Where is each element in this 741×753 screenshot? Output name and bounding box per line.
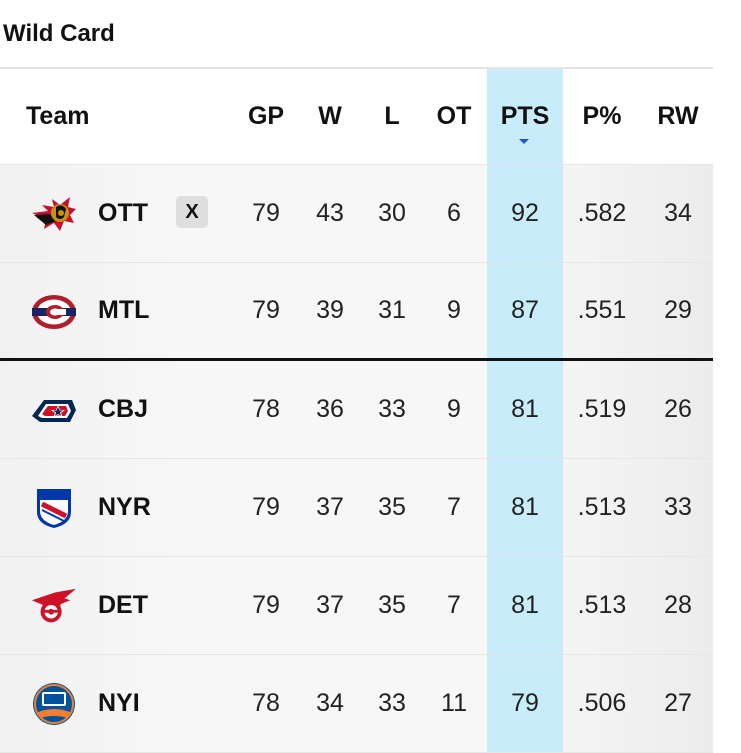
team-abbr[interactable]: NYR — [98, 493, 151, 521]
clinch-badge: X — [176, 196, 208, 228]
pct-value: .551 — [577, 296, 627, 324]
team-abbr[interactable]: OTT — [98, 199, 148, 227]
pts-value: 81 — [511, 493, 539, 521]
rangers-logo-icon — [30, 485, 78, 531]
l-value: 31 — [378, 296, 406, 324]
rw-value: 28 — [664, 591, 692, 619]
ot-value: 7 — [447, 591, 461, 619]
pts-column-highlight — [487, 459, 563, 556]
pts-column-highlight — [487, 165, 563, 262]
sort-descending-icon — [519, 139, 529, 144]
rw-value: 29 — [664, 296, 692, 324]
gp-value: 79 — [252, 199, 280, 227]
column-header-ot[interactable]: OT — [436, 102, 472, 130]
table-row[interactable]: MTL 79 39 31 9 87 .551 29 — [0, 263, 713, 361]
w-value: 37 — [316, 493, 344, 521]
islanders-logo-icon — [30, 681, 78, 727]
w-value: 39 — [316, 296, 344, 324]
table-row[interactable]: NYR 79 37 35 7 81 .513 33 — [0, 459, 713, 557]
team-abbr[interactable]: MTL — [98, 296, 150, 324]
gp-value: 79 — [252, 296, 280, 324]
standings-table: Team GP W L OT PTS P% RW OTT X 79 43 30 … — [0, 69, 713, 753]
pts-value: 79 — [511, 689, 539, 717]
rw-value: 27 — [664, 689, 692, 717]
table-row[interactable]: OTT X 79 43 30 6 92 .582 34 — [0, 165, 713, 263]
ot-value: 9 — [447, 395, 461, 423]
pct-value: .506 — [577, 689, 627, 717]
pts-value: 81 — [511, 395, 539, 423]
pts-column-highlight — [487, 263, 563, 358]
blue-jackets-logo-icon — [30, 387, 78, 433]
gp-value: 79 — [252, 493, 280, 521]
gp-value: 79 — [252, 591, 280, 619]
pts-column-highlight — [487, 361, 563, 458]
l-value: 35 — [378, 591, 406, 619]
team-abbr[interactable]: NYI — [98, 689, 140, 717]
column-header-team[interactable]: Team — [26, 102, 90, 130]
table-row[interactable]: DET 79 37 35 7 81 .513 28 — [0, 557, 713, 655]
ot-value: 7 — [447, 493, 461, 521]
senators-logo-icon — [30, 191, 78, 237]
column-header-gp[interactable]: GP — [247, 102, 285, 130]
rw-value: 26 — [664, 395, 692, 423]
pct-value: .582 — [577, 199, 627, 227]
pts-column-highlight — [487, 69, 563, 164]
team-abbr[interactable]: DET — [98, 591, 148, 619]
ot-value: 9 — [447, 296, 461, 324]
w-value: 37 — [316, 591, 344, 619]
pts-value: 81 — [511, 591, 539, 619]
l-value: 30 — [378, 199, 406, 227]
gp-value: 78 — [252, 689, 280, 717]
red-wings-logo-icon — [30, 583, 78, 629]
pts-column-highlight — [487, 655, 563, 752]
l-value: 35 — [378, 493, 406, 521]
team-abbr[interactable]: CBJ — [98, 395, 149, 423]
gp-value: 78 — [252, 395, 280, 423]
column-header-l[interactable]: L — [384, 102, 400, 130]
ot-value: 6 — [447, 199, 461, 227]
canadiens-logo-icon — [30, 289, 78, 335]
table-header: Team GP W L OT PTS P% RW — [0, 69, 713, 165]
pct-value: .519 — [577, 395, 627, 423]
divider — [0, 67, 713, 69]
pts-value: 87 — [511, 296, 539, 324]
rw-value: 34 — [664, 199, 692, 227]
ot-value: 11 — [441, 689, 467, 717]
w-value: 36 — [316, 395, 344, 423]
w-value: 34 — [316, 689, 344, 717]
table-row[interactable]: CBJ 78 36 33 9 81 .519 26 — [0, 361, 713, 459]
table-row[interactable]: NYI 78 34 33 11 79 .506 27 — [0, 655, 713, 753]
column-header-w[interactable]: W — [318, 102, 342, 130]
column-header-rw[interactable]: RW — [657, 102, 699, 130]
column-header-pts[interactable]: PTS — [500, 102, 550, 130]
l-value: 33 — [378, 395, 406, 423]
column-header-pct[interactable]: P% — [582, 102, 622, 130]
rw-value: 33 — [664, 493, 692, 521]
pts-column-highlight — [487, 557, 563, 654]
l-value: 33 — [378, 689, 406, 717]
pts-value: 92 — [511, 199, 539, 227]
pct-value: .513 — [577, 591, 627, 619]
w-value: 43 — [316, 199, 344, 227]
section-title: Wild Card — [3, 20, 115, 47]
pct-value: .513 — [577, 493, 627, 521]
